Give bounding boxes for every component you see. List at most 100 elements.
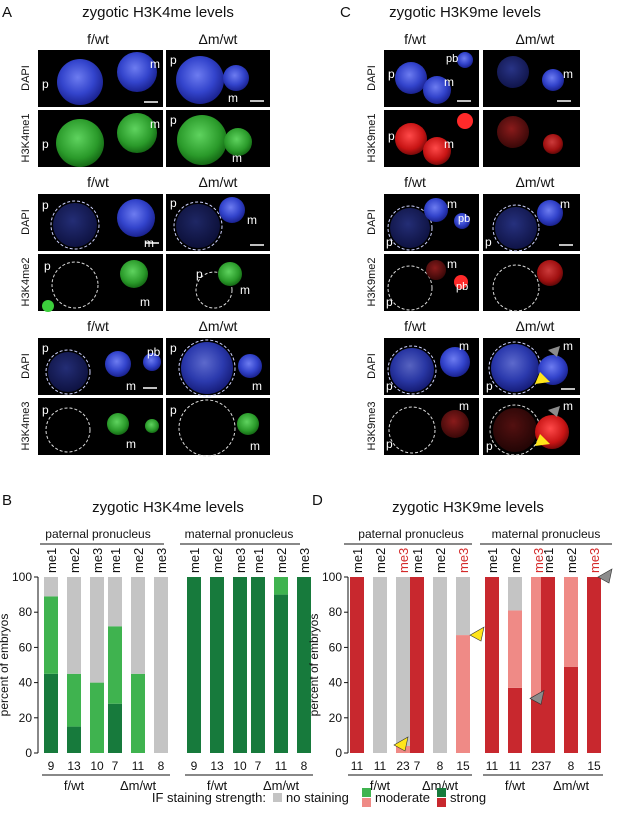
label-m: m: [126, 379, 136, 393]
bar-maternal-me2-strong: [508, 687, 522, 753]
n-label: 7: [545, 759, 552, 773]
yellow-arrowhead-icon: [535, 372, 550, 384]
bar-paternal-me1-moderate: [44, 596, 58, 674]
genotype-label-dm-wt: Δm/wt: [199, 318, 238, 334]
legend-swatch-moderate-red: [362, 798, 371, 807]
n-label: 10: [90, 759, 104, 773]
bar-maternal-me2-strong: [210, 577, 224, 753]
genotype-label: Δm/wt: [120, 778, 157, 793]
legend: IF staining strength: no staining modera…: [152, 788, 486, 807]
chart-B: 0 20 40 60 80 100 percent of embryos paternal p…: [0, 527, 313, 793]
micrograph-A-me1-dmwt: p m: [166, 110, 270, 167]
y-tick-label: 100: [322, 570, 342, 584]
bar-paternal-me3-none: [154, 577, 168, 753]
genotype-label: f/wt: [64, 778, 85, 793]
legend-label-moderate: moderate: [375, 790, 430, 805]
row-label-C-2: H3K9me1: [366, 114, 378, 163]
label-m: m: [444, 137, 454, 151]
bar-maternal-me3-strong: [297, 577, 311, 753]
y-tick-label: 40: [329, 676, 343, 690]
n-label: 7: [414, 759, 421, 773]
bar-paternal-me2-strong: [67, 726, 81, 753]
bar-paternal-me1-none: [108, 577, 122, 627]
bar-paternal-me3-none: [90, 577, 104, 683]
y-tick-label: 60: [329, 640, 343, 654]
micrograph-A-dapi-dmwt: p m: [166, 50, 270, 107]
bar-paternal-me1-strong: [410, 577, 424, 753]
n-label: 8: [301, 759, 308, 773]
micrograph-C-me2-fwt: p m pb: [384, 254, 479, 311]
mark-label: me2: [131, 548, 146, 573]
n-label: 11: [132, 759, 145, 773]
label-p: p: [42, 341, 49, 355]
label-p: p: [386, 295, 393, 309]
panel-letter-A: A: [2, 4, 12, 21]
genotype-label: Δm/wt: [553, 778, 590, 793]
micrograph-A-dapi-fwt: p m: [38, 50, 163, 107]
gray-arrowhead-icon: [548, 406, 560, 417]
label-p: p: [386, 379, 393, 393]
bar-paternal-me3-moderate: [456, 635, 470, 753]
mark-label: me2: [210, 548, 225, 573]
mark-label: me2: [373, 548, 388, 573]
genotype-label: f/wt: [207, 778, 228, 793]
bar-maternal-me3-strong: [587, 577, 601, 753]
mark-label: me3: [154, 548, 169, 573]
bar-maternal-me2-strong: [274, 594, 288, 753]
label-p: p: [386, 437, 393, 451]
label-p: p: [196, 267, 203, 281]
genotype-label-dm-wt: Δm/wt: [516, 31, 555, 47]
micrograph-C-me1-fwt: p m: [384, 110, 479, 167]
n-label: 15: [456, 759, 470, 773]
label-m: m: [560, 197, 570, 211]
label-pb: pb: [446, 53, 458, 65]
label-p: p: [42, 137, 49, 151]
genotype-label-dm-wt: Δm/wt: [199, 31, 238, 47]
micrograph-C-dapi2-dmwt: p m: [483, 194, 580, 252]
bar-maternal-me3-strong: [233, 577, 247, 753]
bar-paternal-me2-none: [373, 577, 387, 753]
y-tick-label: 40: [19, 676, 33, 690]
genotype-label-f-wt: f/wt: [87, 174, 109, 190]
mark-label: me1: [350, 548, 365, 573]
mark-label: me3: [297, 548, 312, 573]
n-label: 11: [351, 759, 364, 773]
row-label-C-4: H3K9me2: [366, 258, 378, 307]
panel-letter-C: C: [340, 4, 351, 21]
label-p: p: [170, 196, 177, 210]
label-m: m: [444, 75, 454, 89]
genotype-label-f-wt: f/wt: [404, 174, 426, 190]
mark-label: me1: [251, 548, 266, 573]
micrograph-A-me2-fwt: p m: [38, 254, 163, 312]
legend-swatch-none: [273, 793, 282, 802]
panel-D-title: zygotic H3K9me levels: [392, 499, 544, 516]
micrograph-C-dapi2-fwt: p m pb: [384, 194, 479, 251]
n-label: 9: [191, 759, 198, 773]
mark-label: me1: [485, 548, 500, 573]
label-m: m: [447, 257, 457, 271]
label-m: m: [459, 339, 469, 353]
n-label: 11: [486, 759, 499, 773]
bar-maternal-me1-strong: [541, 577, 555, 753]
micrograph-A-dapi2-dmwt: p m: [166, 194, 270, 251]
legend-swatch-strong-red: [437, 798, 446, 807]
mark-label: me3: [233, 548, 248, 573]
micrograph-C-me3-dmwt: p m: [483, 398, 580, 456]
bar-maternal-me2-moderate: [274, 577, 288, 595]
row-label-A-1: DAPI: [20, 65, 32, 91]
n-label: 23: [531, 759, 545, 773]
label-p: p: [486, 439, 493, 453]
label-m: m: [563, 399, 573, 413]
y-tick-label: 20: [19, 711, 33, 725]
y-tick-label: 80: [329, 605, 343, 619]
label-p: p: [42, 403, 49, 417]
panel-letter-D: D: [312, 492, 323, 509]
bar-maternal-me1-strong: [187, 577, 201, 753]
n-label: 8: [437, 759, 444, 773]
y-tick-label: 0: [25, 746, 32, 760]
bar-maternal-me2-strong: [564, 666, 578, 753]
bar-paternal-me3-moderate: [90, 682, 104, 753]
mark-label: me2: [67, 548, 82, 573]
gray-arrowhead-icon: [529, 689, 545, 705]
